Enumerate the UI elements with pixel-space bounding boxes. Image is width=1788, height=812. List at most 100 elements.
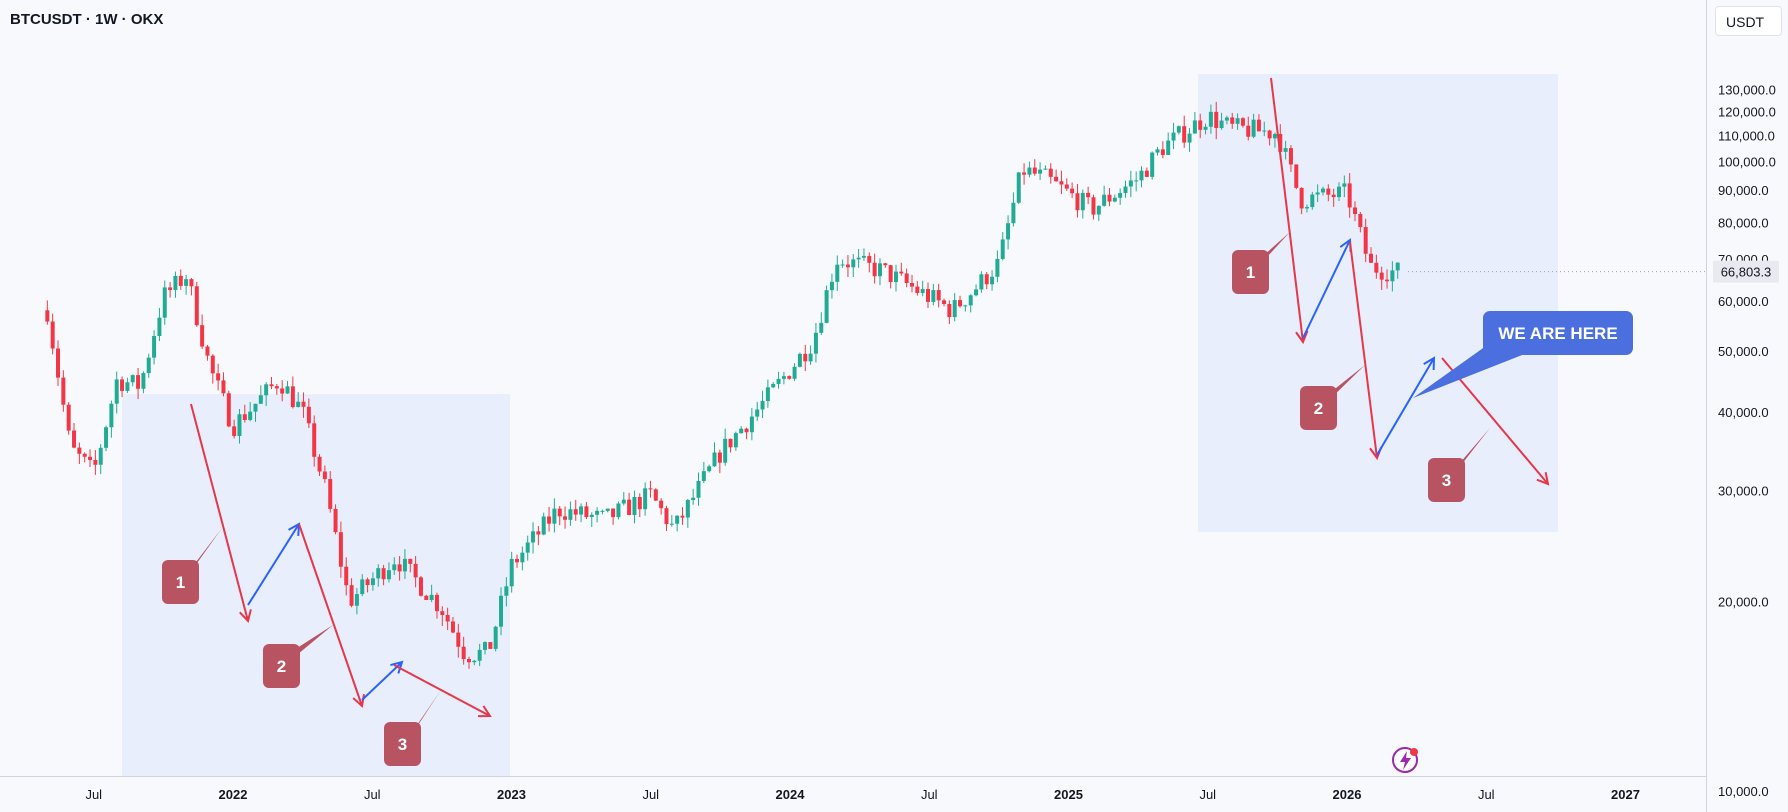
candle-body — [995, 258, 1000, 277]
candle-body — [696, 480, 701, 498]
candle-body — [787, 376, 792, 379]
candle-body — [365, 579, 370, 586]
candle-body — [861, 255, 866, 258]
candle-body — [739, 428, 744, 434]
candle-body — [1331, 194, 1336, 198]
candle-body — [1080, 192, 1085, 211]
candle-body — [248, 411, 253, 420]
time-tick-label: 2027 — [1611, 787, 1640, 802]
candles — [45, 101, 1400, 669]
candle-body — [1134, 180, 1139, 182]
candle-body — [616, 503, 621, 518]
wave-label-2: 2 — [277, 657, 286, 676]
candle-body — [61, 377, 66, 405]
candle-body — [1128, 180, 1133, 187]
candle-body — [1230, 117, 1235, 124]
candle-body — [1320, 188, 1325, 193]
candle-body — [990, 276, 995, 285]
candle-body — [1144, 170, 1149, 177]
candle-body — [1336, 186, 1341, 198]
wave-label-box — [1428, 458, 1465, 502]
candle-body — [1267, 130, 1272, 139]
candle-body — [813, 332, 818, 354]
event-dot-icon — [1410, 748, 1418, 756]
candle-body — [525, 542, 530, 553]
candle-body — [488, 642, 493, 649]
candle-body — [611, 508, 616, 518]
candle-body — [1182, 126, 1187, 143]
candle-body — [392, 564, 397, 571]
candle-body — [285, 386, 290, 394]
candle-body — [589, 514, 594, 518]
wave2-arrow-2025 — [1349, 241, 1378, 459]
currency-button[interactable]: USDT — [1715, 6, 1782, 36]
candle-body — [429, 594, 434, 601]
candle-body — [349, 585, 354, 606]
candle-body — [1294, 164, 1299, 188]
candle-body — [141, 373, 146, 389]
candle-body — [472, 660, 477, 663]
candle-body — [157, 317, 162, 336]
candle-body — [461, 646, 466, 660]
candle-body — [845, 264, 850, 268]
candle-body — [968, 295, 973, 306]
candle-body — [269, 384, 274, 387]
time-tick-label: 2023 — [497, 787, 526, 802]
candle-body — [579, 506, 584, 515]
candle-body — [1256, 119, 1261, 132]
candle-body — [808, 353, 813, 362]
candle-body — [344, 566, 349, 586]
candle-body — [1102, 194, 1107, 206]
candle-body — [1192, 120, 1197, 134]
candle-body — [152, 335, 157, 358]
candle-body — [680, 515, 685, 518]
candle-body — [840, 264, 845, 266]
candle-body — [381, 568, 386, 580]
time-tick-label: Jul — [364, 787, 381, 802]
candle-body — [760, 401, 765, 410]
candle-body — [1262, 130, 1267, 132]
highlight-zone-2025 — [1198, 74, 1558, 532]
price-tick-label: 120,000.0 — [1718, 105, 1776, 120]
callout-box — [1483, 311, 1633, 355]
price-tick-label: 60,000.0 — [1718, 294, 1769, 309]
candle-body — [515, 558, 520, 563]
candle-body — [552, 508, 557, 524]
wave1-arrow-2025-head — [1295, 330, 1309, 345]
candle-body — [947, 303, 952, 318]
time-tick-label: Jul — [1199, 787, 1216, 802]
candle-body — [1011, 202, 1016, 224]
wave-label-box — [1232, 250, 1269, 294]
candle-body — [792, 366, 797, 379]
candle-body — [136, 375, 141, 389]
candle-body — [456, 632, 461, 647]
candle-body — [1166, 140, 1171, 155]
candle-body — [819, 322, 824, 333]
wave-label-6: 3 — [1442, 471, 1451, 490]
time-tick-label: Jul — [921, 787, 938, 802]
candle-body — [1118, 193, 1123, 198]
wave-label-box — [1300, 386, 1337, 430]
candle-body — [547, 516, 552, 524]
wave-label-4: 1 — [1246, 263, 1255, 282]
time-tick-label: 2024 — [776, 787, 806, 802]
time-tick-label: Jul — [1478, 787, 1495, 802]
candle-body — [93, 459, 98, 465]
candle-body — [541, 516, 546, 535]
wave2-arrow-2022 — [298, 523, 363, 707]
wave3-projection-arrow-head — [1536, 472, 1550, 486]
candle-body — [1075, 193, 1080, 211]
candle-body — [851, 259, 856, 268]
candle-body — [408, 558, 413, 564]
candle-body — [1379, 272, 1384, 280]
candle-body — [200, 325, 205, 347]
candle-body — [1208, 111, 1213, 127]
candle-body — [1299, 187, 1304, 209]
candle-body — [936, 290, 941, 301]
candle-body — [1347, 183, 1352, 208]
candle-body — [413, 563, 418, 578]
candle-body — [434, 594, 439, 612]
candle-body — [958, 300, 963, 307]
candle-body — [1310, 194, 1315, 208]
